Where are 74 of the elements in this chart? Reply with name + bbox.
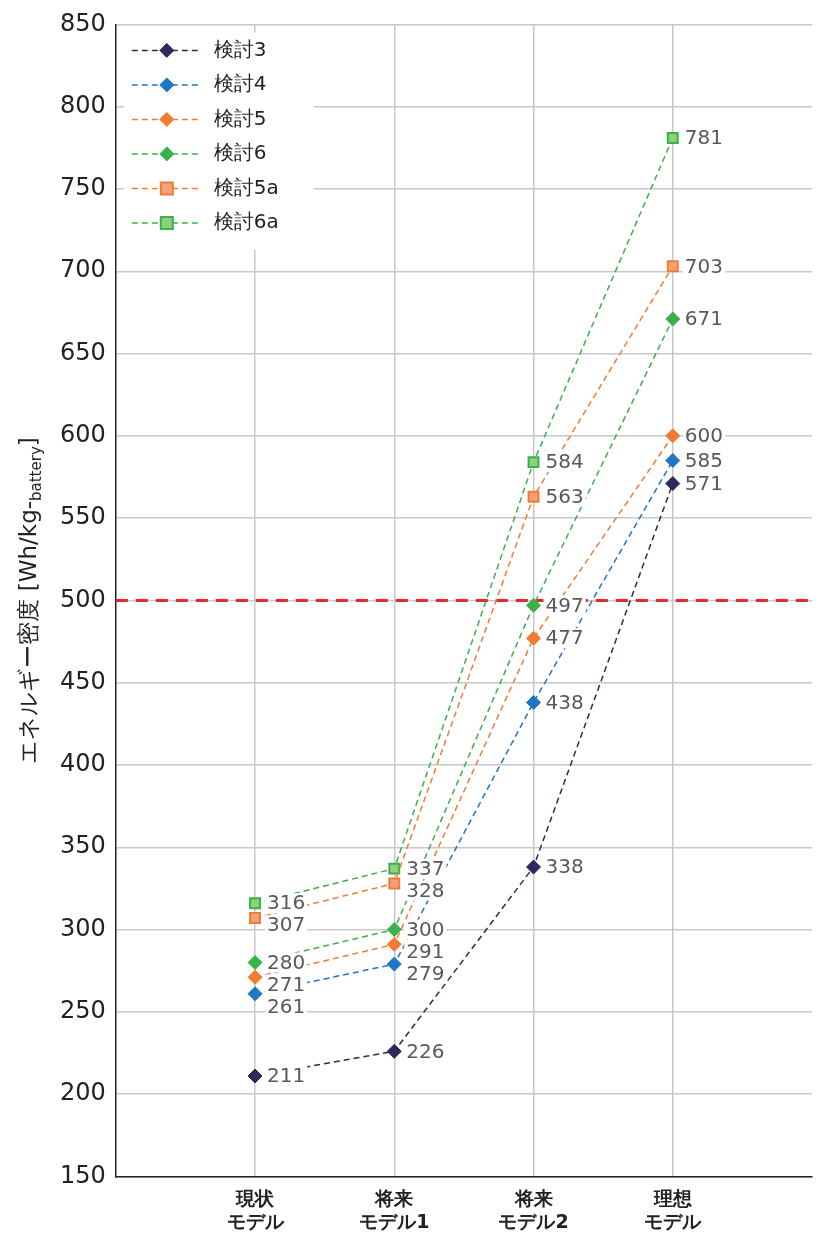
data-label: 279 — [406, 960, 445, 985]
point — [386, 922, 402, 938]
data-label: 585 — [684, 447, 723, 472]
data-label: 781 — [684, 125, 723, 150]
data-label: 280 — [267, 949, 306, 974]
point — [526, 597, 542, 613]
legend-label: 検討4 — [213, 71, 267, 96]
data-label: 338 — [545, 854, 584, 879]
y-tick-label: 600 — [60, 420, 106, 449]
point — [526, 694, 542, 710]
x-tick-label: 現状モデル — [226, 1186, 285, 1232]
point — [666, 132, 679, 144]
x-tick-label: 将来モデル2 — [498, 1186, 569, 1232]
y-tick-label: 400 — [60, 749, 106, 778]
data-label: 307 — [267, 912, 306, 937]
data-label: 571 — [684, 470, 723, 495]
point — [386, 1043, 402, 1059]
point — [665, 428, 681, 444]
y-tick-label: 150 — [60, 1160, 106, 1189]
y-tick-label: 200 — [60, 1078, 106, 1107]
data-label: 316 — [267, 890, 306, 915]
y-tick-label: 800 — [60, 90, 106, 119]
point — [666, 260, 679, 273]
legend-label: 検討5 — [213, 105, 267, 130]
point — [247, 986, 263, 1002]
y-tick-label: 250 — [60, 996, 106, 1025]
data-label: 337 — [406, 855, 445, 880]
data-label: 226 — [406, 1038, 445, 1063]
point — [665, 476, 681, 492]
point — [386, 936, 402, 952]
legend-label: 検討5a — [213, 174, 279, 199]
data-label: 438 — [545, 689, 584, 714]
data-label: 271 — [267, 971, 306, 996]
y-tick-label: 700 — [60, 255, 106, 284]
point — [665, 453, 681, 469]
data-label: 497 — [545, 592, 584, 617]
point — [665, 311, 681, 327]
y-tick-label: 500 — [60, 584, 106, 613]
point — [247, 969, 263, 985]
x-tick-label: 将来モデル1 — [359, 1186, 430, 1232]
point — [249, 912, 261, 924]
point — [388, 862, 401, 875]
y-tick-label: 550 — [60, 502, 106, 531]
x-tick-label: 理想モデル — [644, 1186, 703, 1232]
point — [247, 1068, 263, 1084]
point — [526, 630, 542, 646]
legend-label: 検討6a — [213, 209, 279, 234]
point — [388, 877, 401, 890]
y-tick-label: 850 — [60, 8, 106, 37]
y-tick-label: 350 — [60, 831, 106, 860]
data-label: 300 — [406, 916, 445, 941]
point — [247, 954, 263, 970]
data-label: 703 — [684, 253, 723, 278]
data-label: 584 — [545, 449, 584, 474]
y-tick-label: 750 — [60, 173, 106, 202]
data-label: 671 — [684, 306, 723, 331]
data-label: 477 — [545, 625, 584, 650]
y-axis-title: エネルギー密度 [Wh/kg-battery] — [14, 437, 45, 764]
point — [527, 456, 540, 469]
point — [526, 859, 542, 875]
legend-label: 検討3 — [213, 36, 267, 61]
y-tick-label: 650 — [60, 337, 106, 366]
data-label: 261 — [267, 993, 306, 1018]
y-tick-label: 300 — [60, 913, 106, 942]
point — [527, 490, 540, 503]
data-label: 600 — [684, 423, 723, 448]
y-tick-label: 450 — [60, 666, 106, 695]
data-label: 291 — [406, 938, 445, 963]
data-label: 211 — [267, 1063, 306, 1088]
data-label: 328 — [406, 877, 445, 902]
point — [249, 897, 261, 910]
point — [386, 956, 402, 972]
data-label: 563 — [545, 483, 584, 508]
legend-label: 検討6 — [213, 140, 267, 165]
